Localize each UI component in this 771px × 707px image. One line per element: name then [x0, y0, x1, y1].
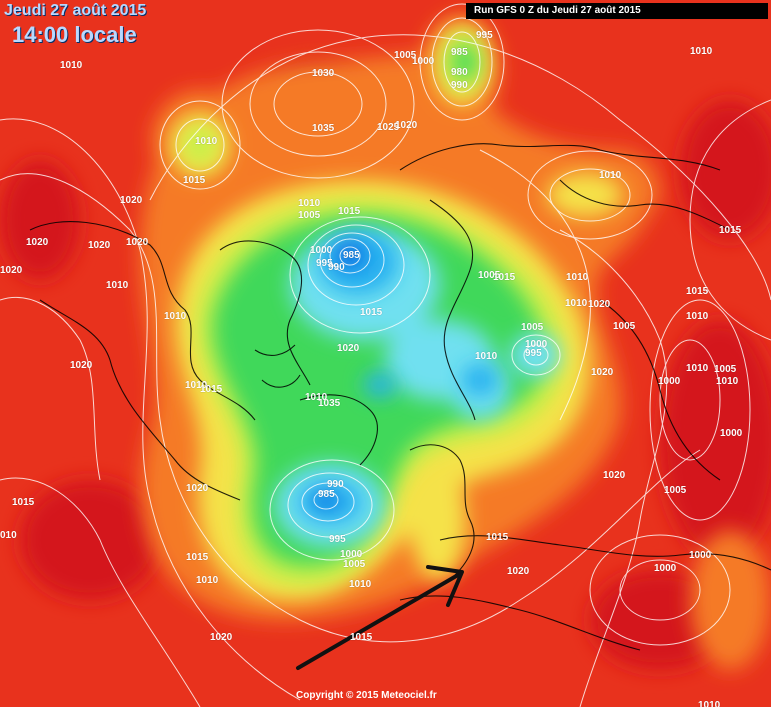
- isobar-label: 1015: [350, 632, 373, 643]
- isobar-label: 1010: [566, 272, 589, 283]
- isobar-label: 1030: [312, 68, 335, 79]
- isobar-label: 1020: [70, 360, 93, 371]
- isobar-label: 1020: [603, 470, 626, 481]
- isobar-label: 1035: [318, 398, 341, 409]
- isobar-label: 1015: [338, 206, 361, 217]
- isobar-label: 995: [316, 258, 333, 269]
- isobar-label: 980: [451, 67, 468, 78]
- forecast-time: 14:00 locale: [12, 22, 137, 47]
- isobar-label: 1015: [486, 532, 509, 543]
- isobar-label: 1000: [525, 339, 548, 350]
- isobar-label: 995: [476, 30, 493, 41]
- isobar-label: 1000: [412, 56, 435, 67]
- isobar-label: 1010: [195, 136, 218, 147]
- isobar-label: 1020: [186, 483, 209, 494]
- isobar-label: 1015: [686, 286, 709, 297]
- isobar-lines: [0, 3, 771, 707]
- isobar-label: 990: [327, 479, 344, 490]
- isobar-label: 1010: [686, 363, 709, 374]
- isobar-label: 1025: [377, 122, 400, 133]
- isobar-label: 995: [329, 534, 346, 545]
- isobar-label: 995: [525, 348, 542, 359]
- forecast-date: Jeudi 27 août 2015: [4, 2, 147, 19]
- isobar-label: 1020: [88, 240, 111, 251]
- isobar-label: 1015: [360, 307, 383, 318]
- isobar-label: 1010: [196, 575, 219, 586]
- isobar-label: 1010: [164, 311, 187, 322]
- isobar-label: 1000: [720, 428, 743, 439]
- isobar-label: 1005: [521, 322, 544, 333]
- isobar-label: 1010: [686, 311, 709, 322]
- isobar-label: 1000: [340, 549, 363, 560]
- isobar-label: 1015: [200, 384, 223, 395]
- isobar-label: 1010: [716, 376, 739, 387]
- coastlines: [29, 143, 771, 651]
- isobar-label: 1010: [349, 579, 372, 590]
- isobar-label: 1010: [60, 60, 83, 71]
- isobar-label: 1020: [26, 237, 49, 248]
- run-info-bar: Run GFS 0 Z du Jeudi 27 août 2015: [466, 3, 768, 19]
- isobar-label: 1005: [343, 559, 366, 570]
- isobar-label: 1005: [298, 210, 321, 221]
- isobar-label: 010: [0, 530, 17, 541]
- isobar-label: 1010: [305, 392, 328, 403]
- isobar-label: 985: [451, 47, 468, 58]
- isobar-label: 1000: [310, 245, 333, 256]
- isobar-label: 1005: [478, 270, 501, 281]
- isobar-label: 1010: [185, 380, 208, 391]
- isobar-label: 1020: [120, 195, 143, 206]
- isobar-label: 990: [328, 262, 345, 273]
- isobar-label: 1015: [186, 552, 209, 563]
- isobar-label: 1010: [690, 46, 713, 57]
- isobar-label: 1000: [658, 376, 681, 387]
- isobar-label: 1020: [337, 343, 360, 354]
- isobar-label: 1020: [395, 120, 418, 131]
- isobar-label: 990: [451, 80, 468, 91]
- isobar-label: 1020: [0, 265, 23, 276]
- isobar-label: 1000: [654, 563, 677, 574]
- isobar-label: 1010: [565, 298, 588, 309]
- copyright-text: Copyright © 2015 Meteociel.fr: [296, 690, 437, 701]
- isobar-label: 1020: [210, 632, 233, 643]
- isobar-label: 1020: [507, 566, 530, 577]
- isobar-label: 1005: [714, 364, 737, 375]
- isobar-label: 985: [318, 489, 335, 500]
- isobar-label: 1005: [664, 485, 687, 496]
- isobar-label: 1015: [493, 272, 516, 283]
- isobar-label: 1020: [591, 367, 614, 378]
- isobar-label: 1000: [689, 550, 712, 561]
- isobar-label: 985: [343, 250, 360, 261]
- annotation-arrow: [296, 565, 464, 670]
- isobar-label: 1010: [298, 198, 321, 209]
- isobar-label: 1010: [698, 700, 721, 707]
- isobar-label: 1010: [475, 351, 498, 362]
- isobar-label: 1010: [599, 170, 622, 181]
- isobar-label: 1010: [106, 280, 129, 291]
- isobar-label: 1005: [613, 321, 636, 332]
- isobar-label: 1005: [394, 50, 417, 61]
- isobar-label: 1020: [588, 299, 611, 310]
- isobar-label: 1015: [183, 175, 206, 186]
- isobar-label: 1015: [12, 497, 35, 508]
- isobar-label: 1015: [719, 225, 742, 236]
- isobar-label: 1035: [312, 123, 335, 134]
- isobar-label: 1020: [126, 237, 149, 248]
